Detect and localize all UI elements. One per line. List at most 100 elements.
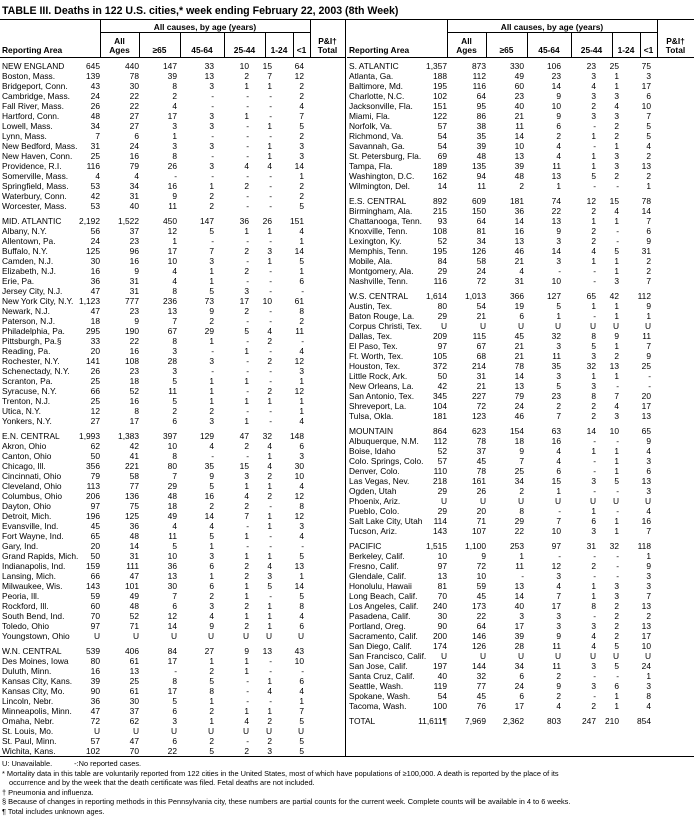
pi-total-cell: 9 [646, 436, 651, 446]
reporting-area: Las Vegas, Nev. [349, 476, 410, 486]
pi-total-cell: 13 [641, 411, 651, 421]
age-under-1-cell: - [269, 376, 272, 386]
age-25-44-cell: 3 [556, 371, 561, 381]
table-row: St. Paul, Minn. 57 47 6 2 - 2 5 [0, 736, 345, 746]
age-65-plus-cell: 31 [129, 286, 139, 296]
reporting-area: Peoria, Ill. [2, 591, 40, 601]
header-age-1-24-text: 1-24 [617, 45, 635, 55]
age-1-24-cell: - [246, 141, 249, 151]
age-under-1-cell: - [269, 666, 272, 676]
age-65-plus-cell: 777 [125, 296, 139, 306]
age-under-1-cell: 15 [262, 61, 272, 71]
all-ages-cell: 4 [95, 171, 100, 181]
age-25-44-cell: - [558, 551, 561, 561]
age-25-44-cell: 3 [209, 551, 214, 561]
pi-total-cell: 7 [646, 526, 651, 536]
header-all-ages-text: All [114, 36, 125, 46]
age-25-44-cell: 5 [556, 381, 561, 391]
pi-total-cell: 3 [646, 581, 651, 591]
age-1-24-cell: 3 [591, 71, 596, 81]
table-row: Tucson, Ariz. 143 107 22 10 3 1 7 [347, 526, 694, 536]
all-ages-cell: 24 [90, 91, 100, 101]
age-under-1-cell: 3 [267, 746, 272, 756]
age-65-plus-cell: 48 [129, 531, 139, 541]
age-65-plus-cell: 39 [476, 141, 486, 151]
age-65-plus-cell: 77 [129, 481, 139, 491]
table-row: Canton, Ohio 50 41 8 - - 1 3 [0, 451, 345, 461]
age-45-64-cell: 16 [514, 226, 524, 236]
age-65-plus-cell: 111 [126, 561, 139, 571]
age-25-44-cell: 9 [556, 681, 561, 691]
age-1-24-cell: 1 [591, 581, 596, 591]
age-under-1-cell: 32 [262, 431, 272, 441]
header-age-under-1-text: <1 [296, 45, 307, 55]
age-45-64-cell: 7 [519, 456, 524, 466]
age-65-plus-cell: U [132, 726, 139, 736]
table-row: Scranton, Pa. 25 18 5 1 1 - 1 [0, 376, 345, 386]
pi-total-cell: 4 [646, 701, 651, 711]
age-1-24-cell: - [593, 551, 596, 561]
age-45-64-cell: 12 [167, 611, 177, 621]
pi-total-cell: 17 [641, 81, 651, 91]
table-row: Pasadena, Calif. 30 22 3 3-2 2 [347, 611, 694, 621]
pi-total-cell: 7 [646, 111, 651, 121]
age-45-64-cell: 39 [514, 631, 524, 641]
all-ages-cell: 29 [437, 506, 447, 516]
header-age-45-64: 45-64 [527, 46, 571, 55]
age-25-44-cell: 11 [552, 661, 561, 671]
age-25-44-cell: 5 [556, 301, 561, 311]
pi-total-cell: 2 [299, 191, 304, 201]
age-1-24-cell: U [589, 321, 596, 331]
table-row: Detroit, Mich. 196 125 49 14 7 1 12 [0, 511, 345, 521]
all-ages-cell: 26 [90, 366, 100, 376]
reporting-area: W.S. CENTRAL [349, 291, 409, 301]
all-ages-cell: 80 [437, 301, 447, 311]
age-under-1-cell: - [616, 506, 619, 516]
age-65-plus-cell: 27 [129, 111, 139, 121]
header-age-25-44: 25-44 [571, 46, 612, 55]
pi-total-cell: 4 [299, 481, 304, 491]
age-65-plus-cell: 26 [476, 486, 486, 496]
age-1-24-cell: 1 [591, 591, 596, 601]
reporting-area: Allentown, Pa. [2, 236, 56, 246]
age-under-1-cell: 5 [614, 641, 619, 651]
age-25-44-cell: 2 [209, 316, 214, 326]
age-1-24-cell: - [593, 311, 596, 321]
age-1-24-cell: - [593, 266, 596, 276]
age-45-64-cell: 7 [172, 471, 177, 481]
age-25-44-cell: 3 [556, 341, 561, 351]
age-45-64-cell: 253 [510, 541, 524, 551]
age-25-44-cell: 7 [556, 516, 561, 526]
header-all-ages-text: All [461, 36, 472, 46]
age-1-24-cell: - [593, 611, 596, 621]
all-ages-cell: 42 [90, 191, 100, 201]
table-row: Providence, R.I. 116 79 26 3 4 4 14 [0, 161, 345, 171]
all-ages-cell: 29 [437, 311, 447, 321]
table-row: Chicago, Ill. 356 221 80 35 15 4 30 [0, 461, 345, 471]
table-row: Minneapolis, Minn. 47 37 6 2 1 1 7 [0, 706, 345, 716]
all-ages-cell: 100 [433, 701, 447, 711]
age-45-64-cell: 31 [514, 276, 524, 286]
age-45-64-cell: 23 [514, 91, 524, 101]
table-row: Allentown, Pa. 24 23 1 - - - 1 [0, 236, 345, 246]
age-45-64-cell: 7 [172, 591, 177, 601]
age-65-plus-cell: 9 [481, 551, 486, 561]
age-1-24-cell: - [246, 736, 249, 746]
reporting-area: Lincoln, Nebr. [2, 696, 54, 706]
reporting-area: Lexington, Ky. [349, 236, 402, 246]
age-45-64-cell: 10 [167, 256, 177, 266]
reporting-area: Berkeley, Calif. [349, 551, 405, 561]
age-45-64-cell: 14 [514, 131, 524, 141]
age-65-plus-cell: 23 [129, 366, 139, 376]
age-1-24-cell: 1 [244, 396, 249, 406]
reporting-area: Charlotte, N.C. [349, 91, 405, 101]
all-ages-cell: 2,192 [79, 216, 100, 226]
age-45-64-cell: 78 [514, 361, 524, 371]
age-25-44-cell: 10 [551, 276, 561, 286]
age-45-64-cell: 1 [172, 236, 177, 246]
all-ages-cell: 57 [90, 736, 100, 746]
age-1-24-cell: - [246, 91, 249, 101]
age-1-24-cell: - [246, 521, 249, 531]
region-row: TOTAL 11,611¶ 7,969 2,362 803 247 210 854 [347, 716, 694, 726]
age-1-24-cell: - [246, 101, 249, 111]
